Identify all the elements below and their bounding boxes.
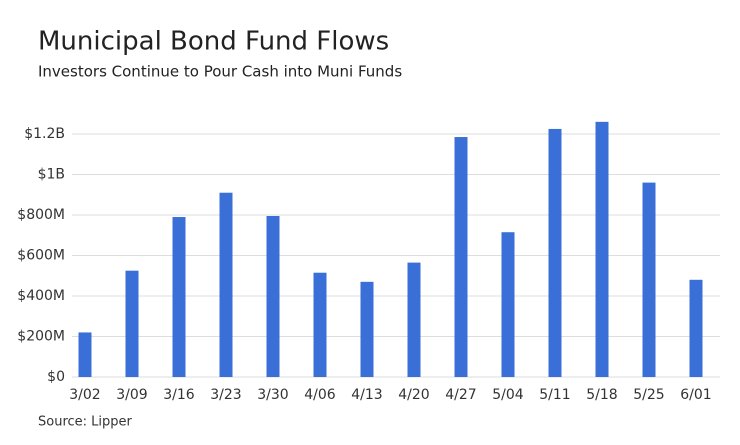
bar: [172, 217, 186, 377]
bar: [78, 332, 92, 377]
bar: [689, 279, 703, 377]
bar: [548, 128, 562, 377]
x-tick-label: 4/13: [351, 387, 382, 403]
bar: [125, 270, 139, 377]
x-tick-label: 5/04: [492, 387, 524, 403]
x-tick-label: 3/09: [116, 387, 147, 403]
y-tick-label: $400M: [17, 288, 65, 304]
x-tick-label: 3/30: [257, 387, 288, 403]
y-tick-label: $0: [47, 369, 65, 385]
chart-title: Municipal Bond Fund Flows: [38, 27, 389, 57]
bar: [407, 262, 421, 377]
bar: [266, 216, 280, 377]
y-tick-label: $1.2B: [24, 126, 65, 142]
x-tick-label: 4/06: [304, 387, 336, 403]
bar: [313, 272, 327, 377]
bar: [454, 137, 468, 377]
source: Source: Lipper: [38, 415, 133, 430]
bar: [501, 232, 515, 377]
y-tick-label: $1B: [38, 167, 65, 183]
x-tick-label: 4/27: [445, 387, 476, 403]
bar: [595, 121, 609, 377]
x-tick-label: 3/16: [163, 387, 195, 403]
x-tick-label: 4/20: [398, 387, 429, 403]
bar: [360, 281, 374, 377]
bar: [642, 182, 656, 377]
x-tick-label: 3/02: [69, 387, 100, 403]
x-tick-label: 6/01: [680, 387, 711, 403]
chart-subtitle: Investors Continue to Pour Cash into Mun…: [38, 63, 402, 81]
bar: [219, 192, 233, 377]
y-tick-label: $800M: [17, 207, 65, 223]
x-tick-label: 5/11: [539, 387, 570, 403]
x-tick-label: 5/25: [633, 387, 664, 403]
y-tick-label: $200M: [17, 329, 65, 345]
x-tick-label: 3/23: [210, 387, 241, 403]
x-tick-label: 5/18: [586, 387, 617, 403]
y-tick-label: $600M: [17, 248, 65, 264]
